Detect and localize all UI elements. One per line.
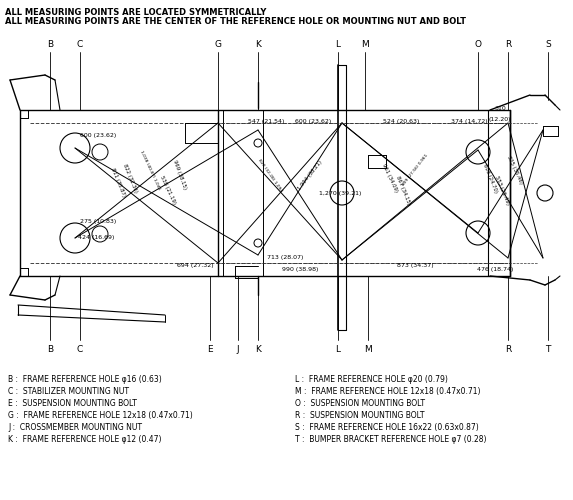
Text: ALL MEASURING POINTS ARE LOCATED SYMMETRICALLY: ALL MEASURING POINTS ARE LOCATED SYMMETR… bbox=[5, 8, 266, 17]
Text: T :  BUMPER BRACKET REFERENCE HOLE φ7 (0.28): T : BUMPER BRACKET REFERENCE HOLE φ7 (0.… bbox=[295, 435, 486, 444]
Text: 1,038 (40.87) 1,041: 1,038 (40.87) 1,041 bbox=[139, 150, 161, 190]
Text: 603 (24.70): 603 (24.70) bbox=[482, 162, 498, 194]
Text: 524 (20.63): 524 (20.63) bbox=[383, 118, 419, 124]
Text: G :  FRAME REFERENCE HOLE 12x18 (0.47x0.71): G : FRAME REFERENCE HOLE 12x18 (0.47x0.7… bbox=[8, 411, 193, 420]
Text: R: R bbox=[505, 40, 511, 49]
Text: B: B bbox=[47, 345, 53, 354]
Text: 600 (23.62): 600 (23.62) bbox=[295, 118, 331, 124]
Text: R :  SUSPENSION MOUNTING BOLT: R : SUSPENSION MOUNTING BOLT bbox=[295, 411, 425, 420]
Text: 1,994 (38.21): 1,994 (38.21) bbox=[297, 160, 323, 190]
Text: 811 (35.87): 811 (35.87) bbox=[110, 166, 126, 198]
Text: L: L bbox=[336, 345, 340, 354]
Text: K: K bbox=[255, 345, 261, 354]
Text: M: M bbox=[361, 40, 369, 49]
Text: K: K bbox=[255, 40, 261, 49]
Text: B: B bbox=[47, 40, 53, 49]
Text: M :  FRAME REFERENCE HOLE 12x18 (0.47x0.71): M : FRAME REFERENCE HOLE 12x18 (0.47x0.7… bbox=[295, 387, 481, 396]
Text: (12.20): (12.20) bbox=[489, 118, 511, 122]
Text: E :  SUSPENSION MOUNTING BOLT: E : SUSPENSION MOUNTING BOLT bbox=[8, 399, 137, 408]
Text: S: S bbox=[545, 40, 551, 49]
Text: M: M bbox=[364, 345, 372, 354]
Text: C :  STABILIZER MOUNTING NUT: C : STABILIZER MOUNTING NUT bbox=[8, 387, 129, 396]
Text: 325 (35.46): 325 (35.46) bbox=[506, 155, 524, 185]
Text: B :  FRAME REFERENCE HOLE φ16 (0.63): B : FRAME REFERENCE HOLE φ16 (0.63) bbox=[8, 375, 162, 384]
Text: 600 (23.62): 600 (23.62) bbox=[80, 134, 116, 138]
Text: S :  FRAME REFERENCE HOLE 16x22 (0.63x0.87): S : FRAME REFERENCE HOLE 16x22 (0.63x0.8… bbox=[295, 423, 479, 432]
Text: 538 (21.19): 538 (21.19) bbox=[159, 175, 177, 205]
Text: 822 (32.36): 822 (32.36) bbox=[122, 163, 138, 193]
Text: ALL MEASURING POINTS ARE THE CENTER OF THE REFERENCE HOLE OR MOUNTING NUT AND BO: ALL MEASURING POINTS ARE THE CENTER OF T… bbox=[5, 17, 466, 26]
Text: 961 (34.09): 961 (34.09) bbox=[381, 163, 399, 193]
Text: 275 (10.83): 275 (10.83) bbox=[80, 220, 116, 224]
Text: C: C bbox=[77, 345, 83, 354]
Text: 476 (18.74): 476 (18.74) bbox=[477, 268, 513, 272]
Text: R: R bbox=[505, 345, 511, 354]
Text: 694 (27.32): 694 (27.32) bbox=[176, 264, 213, 268]
Text: E: E bbox=[207, 345, 213, 354]
Text: L :  FRAME REFERENCE HOLE φ20 (0.79): L : FRAME REFERENCE HOLE φ20 (0.79) bbox=[295, 375, 448, 384]
Text: 1,270 (39.21): 1,270 (39.21) bbox=[319, 190, 361, 196]
Text: O: O bbox=[474, 40, 481, 49]
Text: J: J bbox=[237, 345, 240, 354]
Text: G: G bbox=[214, 40, 222, 49]
Text: T: T bbox=[545, 345, 551, 354]
Text: J :  CROSSMEMBER MOUNTING NUT: J : CROSSMEMBER MOUNTING NUT bbox=[8, 423, 142, 432]
Text: 713 (28.07): 713 (28.07) bbox=[267, 256, 303, 260]
Text: 867 (34.15): 867 (34.15) bbox=[395, 174, 411, 206]
Text: K :  FRAME REFERENCE HOLE φ12 (0.47): K : FRAME REFERENCE HOLE φ12 (0.47) bbox=[8, 435, 162, 444]
Text: 374 (14.72): 374 (14.72) bbox=[451, 118, 488, 124]
Text: 424 (16.69): 424 (16.69) bbox=[78, 236, 115, 240]
Text: 873 (34.37): 873 (34.37) bbox=[397, 264, 433, 268]
Text: 310: 310 bbox=[494, 106, 506, 110]
Text: 699 (27.56) 0,961: 699 (27.56) 0,961 bbox=[401, 154, 429, 186]
Text: 820 (32.28) 1,094: 820 (32.28) 1,094 bbox=[257, 158, 283, 192]
Text: L: L bbox=[336, 40, 340, 49]
Text: 547 (21.54): 547 (21.54) bbox=[248, 118, 284, 124]
Text: 990 (38.98): 990 (38.98) bbox=[282, 268, 318, 272]
Text: O :  SUSPENSION MOUNTING BOLT: O : SUSPENSION MOUNTING BOLT bbox=[295, 399, 425, 408]
Text: 553 (25.49): 553 (25.49) bbox=[494, 174, 510, 206]
Text: C: C bbox=[77, 40, 83, 49]
Text: 969 (38.15): 969 (38.15) bbox=[172, 160, 187, 190]
